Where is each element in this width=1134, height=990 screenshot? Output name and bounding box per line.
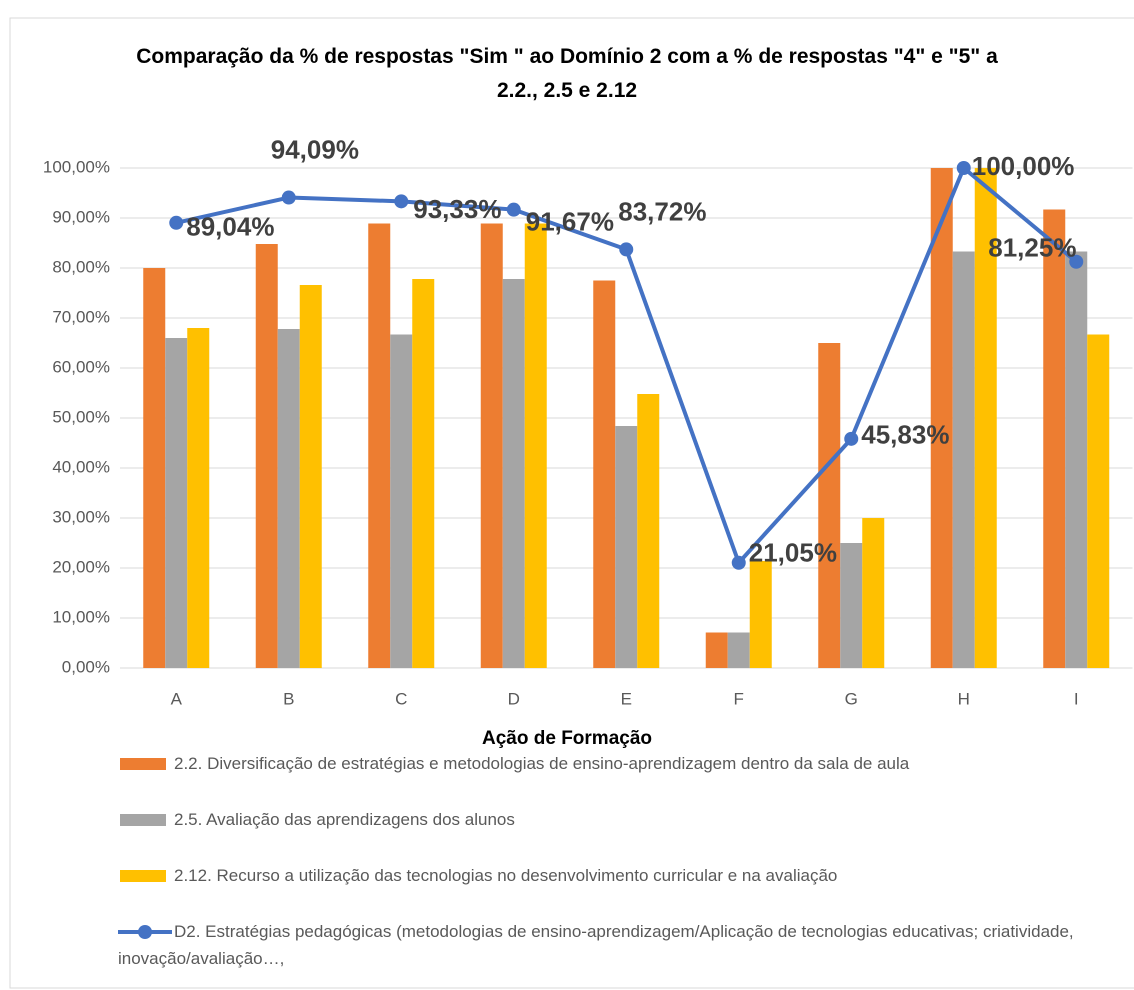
y-tick-label: 90,00% bbox=[52, 207, 110, 226]
legend-label: D2. Estratégias pedagógicas (metodologia… bbox=[118, 922, 1074, 968]
x-tick-label: E bbox=[621, 689, 632, 708]
x-tick-label: D bbox=[508, 689, 520, 708]
legend-item: 2.2. Diversificação de estratégias e met… bbox=[118, 750, 1098, 777]
x-tick-label: F bbox=[734, 689, 744, 708]
legend-swatch bbox=[120, 758, 166, 770]
bar bbox=[412, 279, 435, 668]
bar bbox=[255, 244, 278, 668]
bar bbox=[187, 328, 210, 668]
bar bbox=[705, 632, 728, 668]
bar bbox=[299, 285, 322, 668]
y-tick-label: 40,00% bbox=[52, 457, 110, 476]
line-point bbox=[281, 190, 296, 205]
y-tick-label: 0,00% bbox=[62, 657, 110, 676]
y-tick-label: 10,00% bbox=[52, 607, 110, 626]
bar bbox=[368, 223, 391, 668]
x-tick-label: I bbox=[1074, 689, 1079, 708]
line-point bbox=[844, 431, 859, 446]
y-tick-label: 30,00% bbox=[52, 507, 110, 526]
bar bbox=[502, 279, 525, 668]
data-label: 45,83% bbox=[861, 420, 949, 450]
bar bbox=[143, 268, 166, 668]
line-point bbox=[506, 202, 521, 217]
bar bbox=[480, 223, 503, 668]
y-tick-label: 100,00% bbox=[43, 157, 110, 176]
legend-label: 2.2. Diversificação de estratégias e met… bbox=[174, 754, 910, 773]
data-label: 94,09% bbox=[271, 134, 359, 164]
data-label: 89,04% bbox=[186, 212, 274, 242]
bar bbox=[818, 343, 841, 668]
x-tick-label: A bbox=[171, 689, 183, 708]
bar bbox=[749, 561, 772, 668]
data-label: 81,25% bbox=[988, 233, 1076, 263]
y-tick-label: 80,00% bbox=[52, 257, 110, 276]
x-axis-title: Ação de Formação bbox=[482, 728, 652, 749]
data-label: 83,72% bbox=[618, 196, 706, 226]
plot-area: 0,00% 10,00% 20,00% 30,00% 40,00% 50,00% 60,00… bbox=[43, 134, 1133, 708]
bar bbox=[930, 168, 953, 668]
chart-border bbox=[9, 17, 1134, 989]
x-tick-label: G bbox=[845, 689, 858, 708]
legend-label: 2.12. Recurso a utilização das tecnologi… bbox=[174, 866, 838, 885]
data-label: 21,05% bbox=[749, 538, 837, 568]
chart-title: Comparação da % de respostas "Sim " ao D… bbox=[136, 45, 998, 102]
bar bbox=[840, 543, 863, 668]
bar bbox=[1087, 334, 1110, 668]
x-tick-label: B bbox=[283, 689, 294, 708]
legend-item: 2.5. Avaliação das aprendizagens dos alu… bbox=[118, 806, 1098, 833]
bar bbox=[862, 518, 885, 668]
legend-label: 2.5. Avaliação das aprendizagens dos alu… bbox=[174, 810, 515, 829]
bar bbox=[974, 168, 997, 668]
line-point bbox=[619, 242, 634, 257]
y-tick-label: 50,00% bbox=[52, 407, 110, 426]
data-label: 93,33% bbox=[413, 194, 501, 224]
line-point bbox=[1069, 254, 1084, 269]
bar bbox=[615, 426, 638, 668]
line-point bbox=[731, 555, 746, 570]
bar bbox=[1065, 251, 1088, 668]
bar bbox=[524, 223, 547, 668]
legend-line-swatch bbox=[118, 925, 172, 939]
line-point bbox=[169, 215, 184, 230]
bar bbox=[165, 338, 188, 668]
legend-item: D2. Estratégias pedagógicas (metodologia… bbox=[118, 918, 1098, 972]
legend-swatch bbox=[120, 814, 166, 826]
line-point bbox=[956, 161, 971, 175]
data-label: 91,67% bbox=[526, 207, 614, 237]
bar bbox=[952, 251, 975, 668]
bar bbox=[727, 632, 750, 668]
x-tick-label: C bbox=[395, 689, 407, 708]
bar bbox=[1043, 209, 1066, 668]
legend-swatch bbox=[120, 870, 166, 882]
bar bbox=[593, 280, 616, 668]
y-tick-label: 60,00% bbox=[52, 357, 110, 376]
y-tick-label: 70,00% bbox=[52, 307, 110, 326]
line-point bbox=[394, 194, 409, 209]
x-tick-label: H bbox=[958, 689, 970, 708]
bar bbox=[637, 394, 660, 668]
legend-item: 2.12. Recurso a utilização das tecnologi… bbox=[118, 862, 1098, 889]
bar bbox=[277, 329, 300, 668]
data-label: 100,00% bbox=[972, 151, 1075, 181]
bar bbox=[390, 334, 413, 668]
y-tick-label: 20,00% bbox=[52, 557, 110, 576]
